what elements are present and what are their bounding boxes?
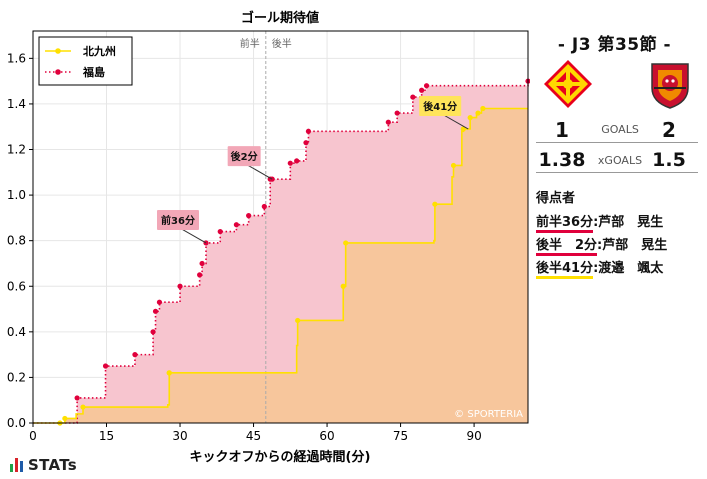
legend-marker bbox=[55, 69, 61, 75]
series-area bbox=[33, 108, 528, 423]
y-tick-label: 0.4 bbox=[7, 325, 26, 339]
away-xgoals: 1.5 bbox=[652, 149, 686, 171]
series-marker bbox=[177, 283, 183, 289]
half-label-first: 前半 bbox=[240, 37, 260, 50]
scorer-time: 後半41分 bbox=[536, 261, 594, 279]
half-label-second: 後半 bbox=[272, 37, 292, 50]
x-axis-label: キックオフからの経過時間(分) bbox=[190, 449, 371, 465]
series-marker bbox=[303, 140, 309, 146]
annotation-box bbox=[157, 209, 200, 230]
series-marker bbox=[385, 119, 391, 125]
series-marker bbox=[467, 115, 473, 121]
series-marker bbox=[294, 158, 300, 164]
series-marker bbox=[152, 308, 159, 314]
legend-marker bbox=[55, 48, 61, 54]
annotation-label: 前36分 bbox=[161, 214, 195, 227]
annotation-label: 後2分 bbox=[231, 150, 258, 163]
x-tick-label: 45 bbox=[246, 429, 261, 443]
divider bbox=[536, 142, 698, 143]
goals-label: GOALS bbox=[601, 123, 639, 136]
scorer-item: 後半 2分:芦部 晃生 bbox=[536, 234, 667, 256]
series-marker bbox=[132, 352, 138, 358]
home-xgoals: 1.38 bbox=[538, 149, 586, 171]
watermark: © SPORTERIA bbox=[454, 409, 523, 420]
annotation-box bbox=[227, 146, 261, 167]
series-marker bbox=[394, 110, 400, 116]
scorer-item: 後半41分:渡邉 颯太 bbox=[536, 257, 663, 279]
x-tick-label: 60 bbox=[319, 429, 334, 443]
series-marker bbox=[475, 110, 481, 116]
series-marker bbox=[199, 260, 205, 267]
series-marker bbox=[295, 317, 301, 324]
plot-frame bbox=[32, 30, 529, 424]
series-marker bbox=[197, 272, 203, 278]
y-tick-label: 0.2 bbox=[7, 370, 26, 384]
series-marker bbox=[460, 126, 466, 132]
y-tick-label: 1.6 bbox=[7, 51, 26, 65]
series-marker bbox=[233, 222, 239, 228]
away-crest-icon bbox=[644, 58, 696, 110]
x-tick-label: 90 bbox=[466, 429, 481, 443]
legend-label: 福島 bbox=[82, 65, 105, 79]
x-tick-label: 15 bbox=[99, 429, 114, 443]
series-marker bbox=[156, 299, 163, 305]
away-goals: 2 bbox=[662, 118, 676, 142]
series-marker bbox=[166, 370, 172, 376]
series-marker bbox=[217, 228, 223, 235]
series-marker bbox=[74, 395, 80, 401]
home-crest-icon bbox=[542, 58, 594, 110]
series-line bbox=[33, 81, 529, 424]
series-marker bbox=[102, 363, 109, 369]
series-marker bbox=[343, 240, 349, 246]
scorer-player: 芦部 晃生 bbox=[602, 238, 668, 253]
scorer-time: 前半36分 bbox=[536, 215, 594, 233]
y-tick-label: 0.6 bbox=[7, 279, 26, 293]
legend-box bbox=[38, 36, 133, 86]
x-tick-label: 30 bbox=[172, 429, 187, 443]
scorer-player: 渡邉 颯太 bbox=[598, 261, 664, 276]
y-tick-label: 1.4 bbox=[7, 97, 26, 111]
series-marker bbox=[261, 203, 267, 210]
series-marker bbox=[423, 83, 430, 89]
series-marker bbox=[432, 201, 438, 207]
annotation-label: 後41分 bbox=[423, 100, 457, 113]
brand-name: STATs bbox=[28, 456, 77, 474]
y-tick-label: 1.0 bbox=[7, 188, 26, 202]
matchday-title: - J3 第35節 - bbox=[557, 35, 672, 55]
series-marker bbox=[450, 162, 457, 169]
legend-label: 北九州 bbox=[83, 44, 116, 58]
series-marker bbox=[419, 87, 425, 93]
y-tick-label: 1.2 bbox=[7, 143, 26, 157]
series-marker bbox=[150, 329, 156, 335]
annotation-box bbox=[419, 96, 462, 116]
x-tick-label: 0 bbox=[29, 429, 37, 443]
y-tick-label: 0.8 bbox=[7, 234, 26, 248]
x-tick-label: 75 bbox=[393, 429, 408, 443]
chart-title: ゴール期待値 bbox=[241, 10, 319, 26]
series-marker bbox=[246, 213, 252, 219]
xgoals-label: xGOALS bbox=[597, 154, 643, 167]
series-marker bbox=[62, 415, 68, 422]
stats-logo: STATs bbox=[10, 456, 77, 474]
match-panel: - J3 第35節 - 1 GOALS 2 1.38 xGOALS 1.5 bbox=[532, 0, 707, 479]
divider bbox=[536, 172, 698, 173]
scorer-item: 前半36分:芦部 晃生 bbox=[536, 211, 663, 233]
bars-icon bbox=[10, 458, 23, 472]
series-marker bbox=[340, 283, 346, 289]
y-tick-label: 0.0 bbox=[7, 416, 26, 430]
series-marker bbox=[305, 128, 312, 134]
scorer-time: 後半 2分 bbox=[536, 238, 598, 256]
scorers-title: 得点者 bbox=[536, 191, 576, 206]
series-marker bbox=[287, 160, 293, 166]
home-goals: 1 bbox=[555, 118, 569, 142]
series-marker bbox=[410, 94, 416, 100]
scorer-player: 芦部 晃生 bbox=[598, 215, 664, 230]
series-marker bbox=[480, 105, 486, 112]
series-marker bbox=[80, 404, 86, 410]
